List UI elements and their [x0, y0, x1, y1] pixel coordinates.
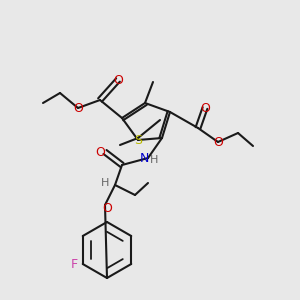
Text: O: O — [102, 202, 112, 214]
Text: S: S — [134, 134, 142, 146]
Text: O: O — [73, 101, 83, 115]
Text: F: F — [71, 257, 78, 271]
Text: O: O — [213, 136, 223, 148]
Text: O: O — [113, 74, 123, 86]
Text: H: H — [101, 178, 109, 188]
Text: N: N — [139, 152, 149, 164]
Text: O: O — [95, 146, 105, 158]
Text: H: H — [150, 155, 158, 165]
Text: O: O — [200, 101, 210, 115]
